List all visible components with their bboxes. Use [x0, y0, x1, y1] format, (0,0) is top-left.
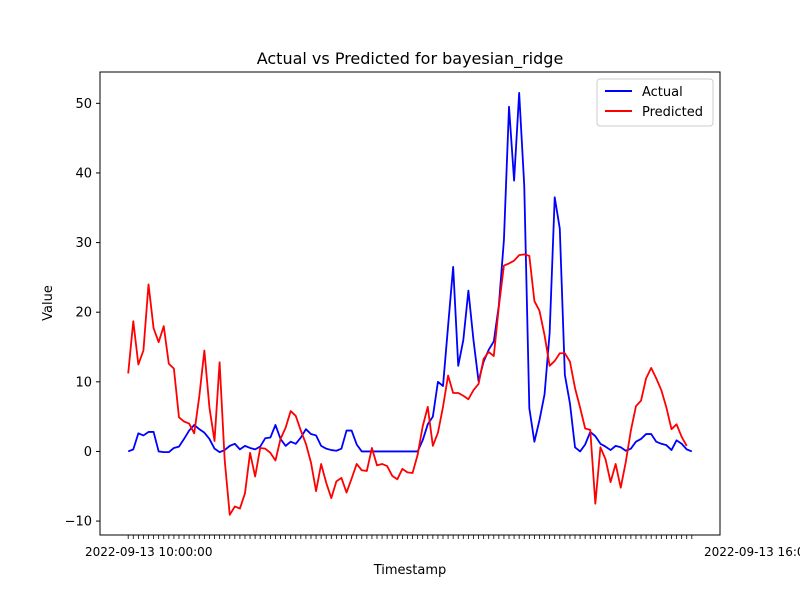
y-tick-label: 30	[75, 236, 92, 251]
y-tick-label: 40	[75, 166, 92, 181]
series-layer	[127, 91, 693, 516]
y-axis-label: Value	[41, 285, 56, 321]
chart-title: Actual vs Predicted for bayesian_ridge	[257, 49, 564, 69]
x-tick-label-overlap: 2022-09-13 10:00:00 2022-09-13 16:00:00	[85, 545, 800, 559]
x-tick-label-cluster-right: 2022-09-13 16:00:00	[704, 545, 800, 559]
y-tick-label: 20	[75, 306, 92, 321]
legend-label-actual: Actual	[642, 85, 683, 100]
x-tick-layer	[127, 535, 693, 539]
y-tick-layer: −10 0 10 20 30 40 50	[65, 97, 100, 530]
y-tick-label: 10	[75, 375, 92, 390]
y-tick-label: 50	[75, 97, 92, 112]
series-line-actual	[127, 91, 693, 454]
x-axis-label: Timestamp	[373, 563, 447, 578]
y-tick-label: 0	[84, 445, 92, 460]
series-line-predicted	[127, 253, 688, 516]
x-tick-label-cluster-left: 2022-09-13 10:00:00	[85, 545, 212, 559]
plot-frame	[99, 71, 721, 536]
legend-label-predicted: Predicted	[642, 105, 703, 120]
y-tick-label: −10	[65, 515, 92, 530]
legend: Actual Predicted	[596, 78, 714, 127]
